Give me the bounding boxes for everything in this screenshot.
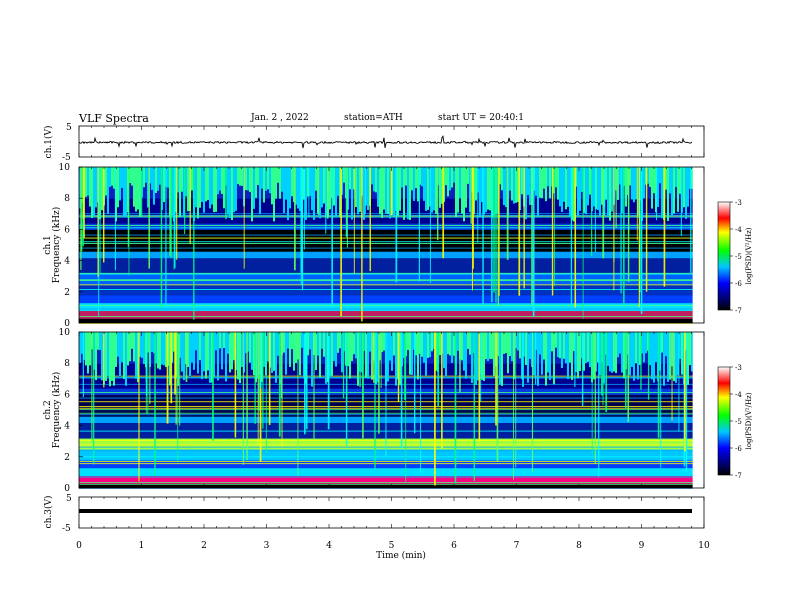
colorbar-tick-label: -4 xyxy=(735,226,742,234)
station-label: station=ATH xyxy=(344,113,403,123)
ch3-wave-ylabel: ch.3(V) xyxy=(43,496,54,529)
ch1-ytick-bottom: -5 xyxy=(62,153,71,163)
colorbar-tick-label: -6 xyxy=(735,445,742,453)
x-tick-label: 8 xyxy=(576,541,582,551)
spec-ytick-label: 4 xyxy=(64,422,70,432)
ch2-spec-ylabel: ch.2 xyxy=(43,400,53,419)
x-tick-label: 0 xyxy=(76,541,82,551)
colorbar-tick-label: -7 xyxy=(735,307,742,315)
figure-title: VLF Spectra xyxy=(79,112,149,125)
ch1-colorbar-label: log(PSD)(V²/Hz) xyxy=(745,227,753,284)
spec-ytick-label: 4 xyxy=(64,257,70,267)
spec-ytick-label: 2 xyxy=(64,453,70,463)
spec-ytick-label: 10 xyxy=(59,328,71,338)
x-tick-label: 1 xyxy=(139,541,145,551)
colorbar-tick-label: -3 xyxy=(735,199,742,207)
x-tick-label: 6 xyxy=(451,541,457,551)
colorbar-tick-label: -7 xyxy=(735,472,742,480)
ch2-colorbar xyxy=(717,366,731,476)
colorbar-ticks: -3 -4 -5 -6 -7 -3 -4 -5 -6 -7 xyxy=(730,199,742,480)
ch1-spectrogram xyxy=(79,167,704,324)
date-label: Jan. 2 , 2022 xyxy=(251,113,309,123)
colorbar-tick-label: -5 xyxy=(735,418,742,426)
ch1-ytick-top: 5 xyxy=(66,123,72,133)
x-tick-label: 2 xyxy=(201,541,207,551)
colorbar-tick-label: -5 xyxy=(735,253,742,261)
colorbar-tick-label: -3 xyxy=(735,364,742,372)
x-tick-labels: 0 1 2 3 4 5 6 7 8 9 10 xyxy=(76,541,710,551)
spec-ytick-label: 6 xyxy=(64,225,70,235)
x-axis-label: Time (min) xyxy=(376,550,426,561)
ch2-freq-ylabel: Frequency (kHz) xyxy=(51,372,62,449)
ch1-spec-yticks: 0 2 4 6 8 10 xyxy=(59,163,71,329)
spec-ytick-label: 0 xyxy=(64,484,70,494)
ch1-freq-ylabel: Frequency (kHz) xyxy=(51,207,62,284)
spec-ytick-label: 8 xyxy=(64,359,70,369)
x-tick-label: 10 xyxy=(698,541,710,551)
x-tick-label: 9 xyxy=(639,541,645,551)
ch2-colorbar-label: log(PSD)(V²/Hz) xyxy=(745,392,753,449)
start-time-label: start UT = 20:40:1 xyxy=(438,113,524,123)
ch1-spec-ylabel: ch.1 xyxy=(43,235,53,254)
spec-ytick-label: 10 xyxy=(59,163,71,173)
ch3-ytick-bottom: -5 xyxy=(62,524,71,534)
ch1-wave-ylabel: ch.1(V) xyxy=(43,126,54,159)
x-tick-label: 4 xyxy=(326,541,332,551)
ch2-spec-yticks: 0 2 4 6 8 10 xyxy=(59,328,71,494)
x-tick-label: 3 xyxy=(264,541,270,551)
x-tick-label: 7 xyxy=(514,541,520,551)
ch1-wave-frame xyxy=(78,125,705,158)
ch2-spectrogram xyxy=(79,332,704,489)
ch3-ytick-top: 5 xyxy=(66,494,72,504)
spec-ytick-label: 0 xyxy=(64,319,70,329)
spec-ytick-label: 2 xyxy=(64,288,70,298)
x-tick-label: 5 xyxy=(389,541,395,551)
spec-ytick-label: 6 xyxy=(64,390,70,400)
ch1-waveform-line xyxy=(78,135,693,149)
ch1-colorbar xyxy=(717,201,731,311)
colorbar-tick-label: -6 xyxy=(735,280,742,288)
spec-ytick-label: 8 xyxy=(64,194,70,204)
colorbar-tick-label: -4 xyxy=(735,391,742,399)
axis-ticks xyxy=(78,126,705,528)
